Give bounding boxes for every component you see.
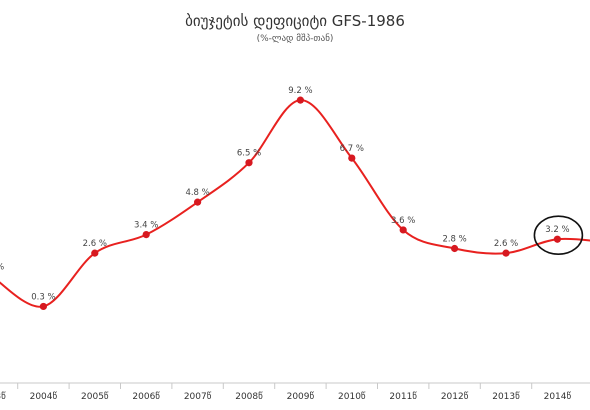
x-tick-label: 2009წ (287, 391, 315, 402)
data-point (451, 244, 459, 253)
data-label: 6.5 % (237, 149, 261, 159)
x-tick-label: 2006წ (132, 391, 160, 402)
x-tick-label: 2003წ (0, 391, 6, 402)
data-label: 1.6 % (0, 262, 4, 272)
data-label: 2.8 % (442, 235, 466, 245)
data-point (142, 230, 150, 239)
data-label: 0.3 % (31, 292, 55, 302)
data-point (502, 249, 510, 257)
data-point (296, 96, 304, 104)
data-label: 4.8 % (185, 188, 209, 198)
x-tick-label: 2004წ (30, 391, 58, 402)
data-point (91, 249, 99, 257)
data-label: 3.4 % (134, 221, 158, 231)
x-tick-label: 2014წ (544, 391, 572, 402)
data-point (553, 235, 562, 243)
x-tick-label: 2012წ (441, 391, 469, 402)
x-tick-label: 2008წ (235, 391, 263, 402)
series-line (0, 99, 590, 308)
chart-subtitle: (%-ლად მშპ-თან) (256, 34, 334, 44)
data-label: 2.6 % (83, 239, 107, 249)
data-label: 2.6 % (494, 239, 518, 249)
data-label: 3.6 % (391, 216, 415, 226)
chart-title: ბიუჯეტის დეფიციტი GFS-1986 (185, 12, 405, 30)
x-tick-label: 2011წ (389, 391, 417, 402)
x-tick-label: 2010წ (338, 391, 366, 402)
data-point (399, 226, 407, 234)
data-point (194, 198, 202, 206)
data-label: 9.2 % (288, 86, 312, 96)
x-tick-label: 2013წ (492, 391, 520, 402)
data-point (39, 302, 48, 311)
data-label: 3.2 % (545, 225, 569, 235)
highlight-circle (533, 215, 584, 256)
data-label: 6.7 % (340, 144, 364, 154)
x-tick-label: 2005წ (81, 391, 109, 402)
data-point (348, 154, 356, 162)
data-point (245, 159, 253, 167)
x-tick-label: 2007წ (184, 391, 212, 402)
